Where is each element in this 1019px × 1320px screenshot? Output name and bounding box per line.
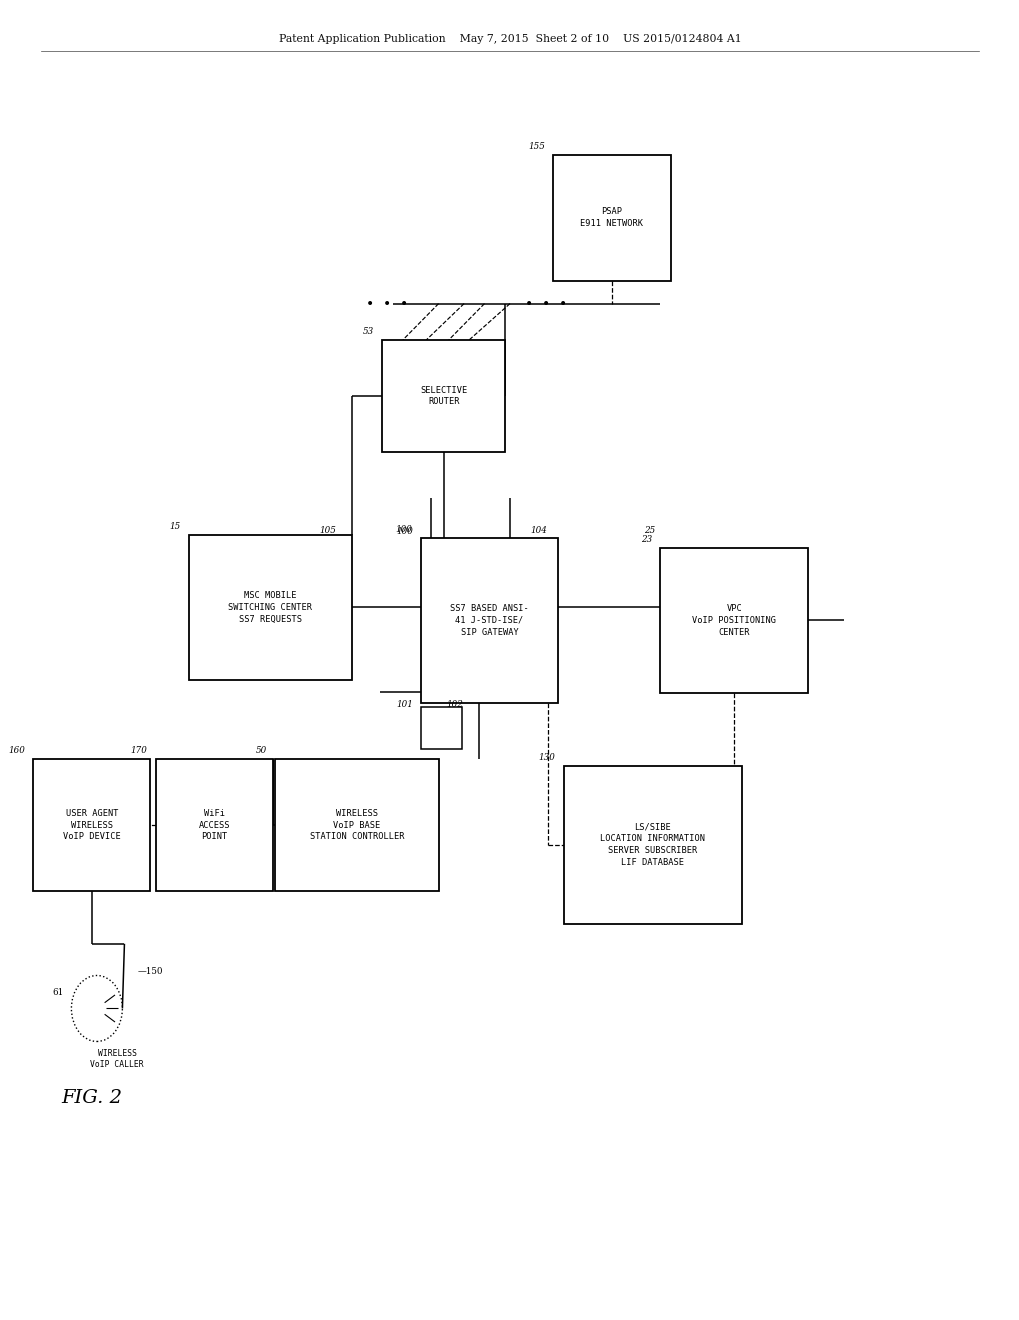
Text: —150: —150: [138, 968, 163, 975]
Text: 101: 101: [395, 701, 413, 709]
Text: 170: 170: [130, 746, 148, 755]
Text: 104: 104: [530, 527, 547, 535]
Text: WiFi
ACCESS
POINT: WiFi ACCESS POINT: [199, 809, 229, 841]
Text: 50: 50: [256, 746, 267, 755]
Bar: [189, 535, 352, 680]
Text: 100: 100: [395, 525, 412, 533]
Text: 100: 100: [395, 528, 413, 536]
Text: SS7 BASED ANSI-
41 J-STD-ISE/
SIP GATEWAY: SS7 BASED ANSI- 41 J-STD-ISE/ SIP GATEWA…: [449, 605, 529, 636]
Text: WIRELESS
VoIP BASE
STATION CONTROLLER: WIRELESS VoIP BASE STATION CONTROLLER: [310, 809, 404, 841]
Text: 155: 155: [528, 143, 545, 152]
Bar: [552, 156, 671, 281]
Text: PSAP
E911 NETWORK: PSAP E911 NETWORK: [580, 207, 643, 228]
Bar: [33, 759, 151, 891]
Bar: [564, 766, 742, 924]
Text: VPC
VoIP POSITIONING
CENTER: VPC VoIP POSITIONING CENTER: [692, 605, 775, 636]
Text: 130: 130: [538, 752, 554, 762]
Text: 53: 53: [363, 327, 374, 337]
Text: SELECTIVE
ROUTER: SELECTIVE ROUTER: [420, 385, 467, 407]
Text: 61: 61: [52, 989, 63, 997]
Text: •  •  •: • • •: [366, 297, 409, 310]
Bar: [421, 708, 461, 750]
Bar: [275, 759, 438, 891]
Text: •  •  •: • • •: [524, 297, 567, 310]
Text: 15: 15: [169, 521, 180, 531]
Bar: [421, 539, 558, 702]
Text: WIRELESS
VoIP CALLER: WIRELESS VoIP CALLER: [91, 1049, 144, 1069]
Text: 102: 102: [446, 701, 464, 709]
Text: USER AGENT
WIRELESS
VoIP DEVICE: USER AGENT WIRELESS VoIP DEVICE: [63, 809, 120, 841]
Text: MSC MOBILE
SWITCHING CENTER
SS7 REQUESTS: MSC MOBILE SWITCHING CENTER SS7 REQUESTS: [228, 591, 312, 623]
Text: 105: 105: [319, 527, 336, 535]
Text: 160: 160: [8, 746, 24, 755]
Text: 25: 25: [643, 527, 654, 535]
Text: FIG. 2: FIG. 2: [61, 1089, 122, 1107]
Text: 23: 23: [640, 535, 652, 544]
Bar: [382, 341, 504, 451]
Bar: [660, 548, 808, 693]
Text: LS/SIBE
LOCATION INFORMATION
SERVER SUBSCRIBER
LIF DATABASE: LS/SIBE LOCATION INFORMATION SERVER SUBS…: [600, 822, 704, 867]
Text: Patent Application Publication    May 7, 2015  Sheet 2 of 10    US 2015/0124804 : Patent Application Publication May 7, 20…: [278, 34, 741, 45]
Bar: [156, 759, 273, 891]
